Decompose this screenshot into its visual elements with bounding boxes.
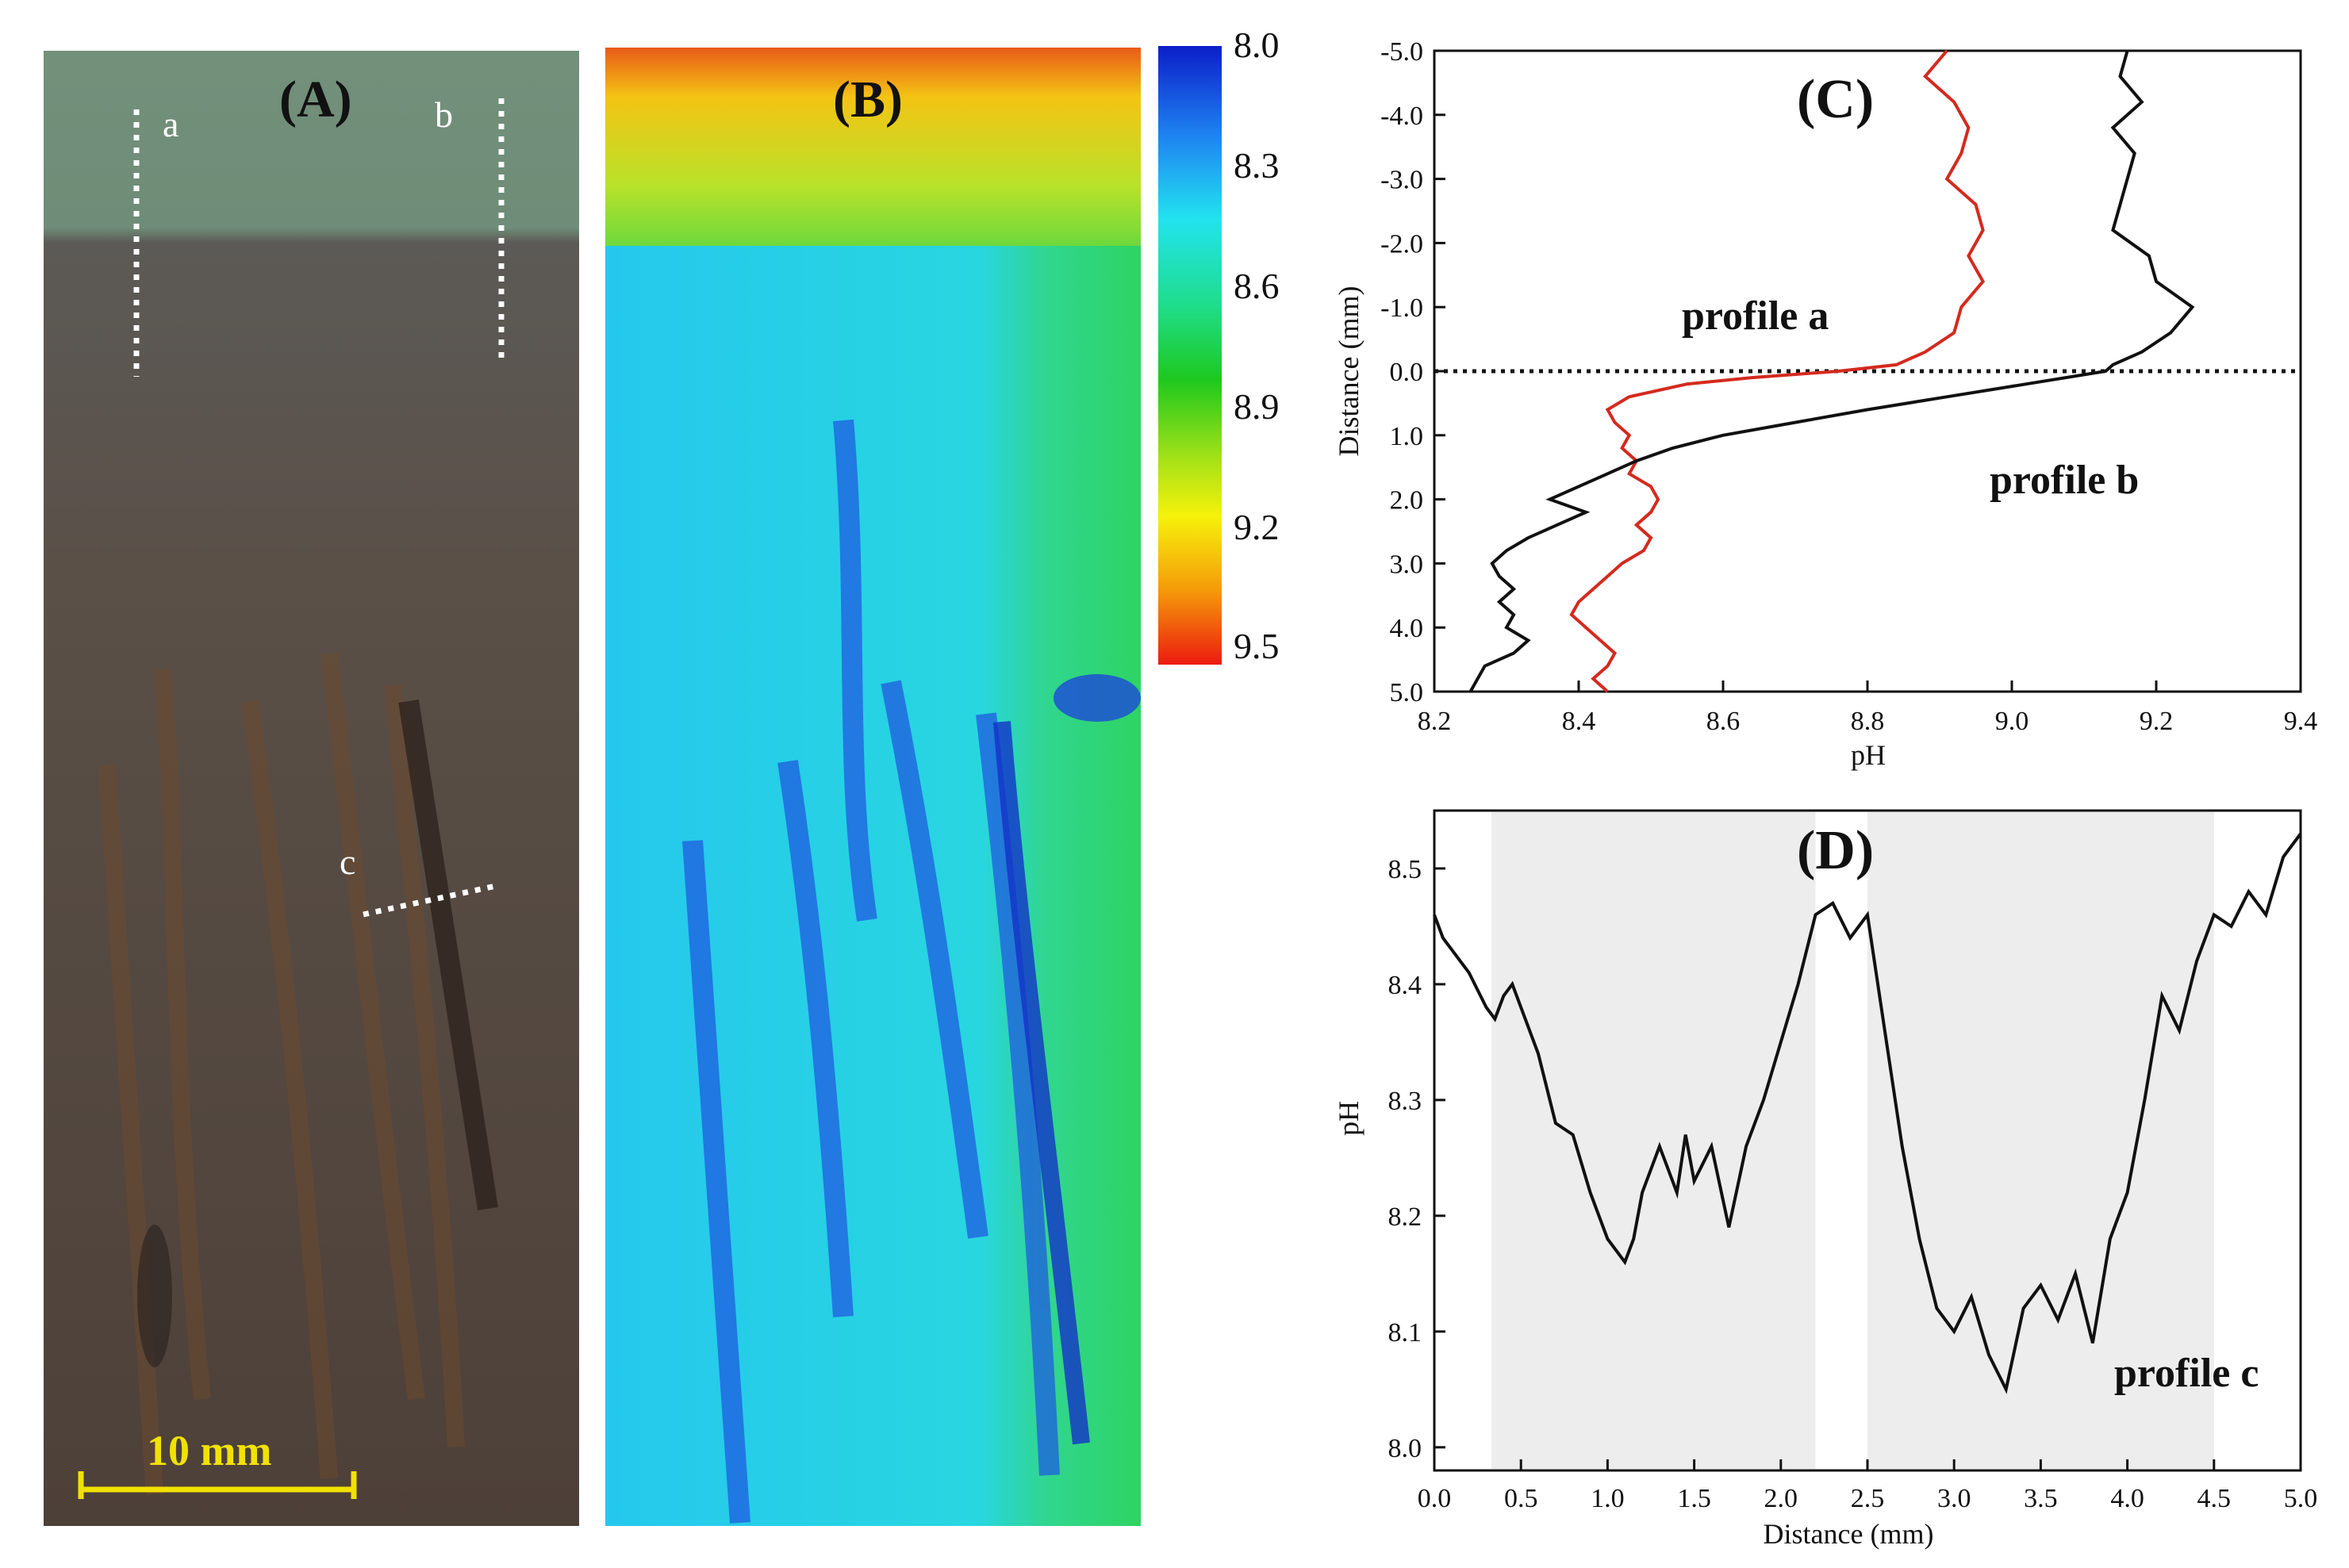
chart-c-xtick-label: 8.6 (1706, 707, 1741, 736)
label-profile-a: profile a (1682, 293, 1829, 339)
series-profile-c (1433, 833, 2302, 1394)
chart-c-xtick-label: 9.4 (2284, 707, 2318, 736)
chart-d-xtick-label: 1.0 (1591, 1484, 1625, 1513)
marker-b: b (435, 94, 453, 135)
chart-d-ytick-label: 8.2 (1388, 1202, 1422, 1232)
chart-c-xtick-label: 9.0 (1995, 707, 2029, 736)
chart-c-ylabel: Distance (mm) (1333, 286, 1364, 457)
label-profile-b: profile b (1990, 458, 2139, 503)
panel-a-image (44, 51, 579, 1526)
label-profile-c: profile c (2114, 1351, 2259, 1396)
colorbar-tick: 8.9 (1234, 386, 1280, 427)
colorbar-tick: 8.6 (1234, 266, 1280, 306)
colorbar-tick: 8.3 (1234, 145, 1280, 186)
chart-d-ytick-label: 8.4 (1388, 971, 1422, 1000)
chart-d-xtick-label: 3.0 (1937, 1484, 1971, 1513)
panel-b-image (605, 48, 1141, 1526)
chart-c-ytick-label: -1.0 (1380, 293, 1423, 323)
chart-c-ytick-label: 2.0 (1390, 486, 1424, 516)
chart-c-ytick-label: 5.0 (1390, 678, 1424, 707)
chart-c-ytick-label: 0.0 (1390, 358, 1424, 387)
chart-d-ytick-label: 8.1 (1388, 1318, 1422, 1348)
marker-c: c (340, 842, 356, 882)
chart-c-xtick-label: 8.8 (1851, 707, 1885, 736)
chart-d-xtick-label: 2.5 (1851, 1484, 1885, 1513)
chart-d-panel-label: (D) (1797, 820, 1874, 881)
ph-colorbar (1158, 46, 1222, 665)
panel-a-photo (44, 51, 579, 1526)
chart-c-ytick-label: -2.0 (1380, 229, 1423, 259)
colorbar-tick: 9.2 (1234, 507, 1280, 547)
chart-d-xtick-label: 3.5 (2024, 1484, 2058, 1513)
series-profile-b (1468, 50, 2195, 692)
chart-d-ytick-label: 8.0 (1388, 1434, 1422, 1463)
chart-d-xtick-label: 4.0 (2110, 1484, 2144, 1513)
series-profile-a (1569, 49, 1986, 693)
chart-d-shaded-region (1867, 812, 2214, 1469)
chart-c-panel-label: (C) (1797, 69, 1874, 130)
chart-c-xtick-label: 8.2 (1418, 707, 1452, 736)
chart-d-xlabel: Distance (mm) (1764, 1518, 1934, 1550)
chart-c-ytick-label: 1.0 (1390, 422, 1424, 451)
marker-a: a (163, 104, 179, 144)
chart-c-ytick-label: -5.0 (1380, 37, 1423, 67)
chart-c-ytick-label: -4.0 (1380, 102, 1423, 131)
colorbar-tick: 8.0 (1234, 25, 1280, 65)
chart-c-xlabel: pH (1851, 739, 1886, 771)
panel-b-label: (B) (833, 71, 903, 128)
colorbar-tick: 9.5 (1234, 626, 1280, 666)
chart-d-ytick-label: 8.3 (1388, 1087, 1422, 1116)
chart-c-ytick-label: -3.0 (1380, 166, 1423, 195)
chart-d-xtick-label: 0.5 (1504, 1484, 1538, 1513)
panel-b-ph-image (605, 48, 1141, 1526)
chart-d-shaded-region (1491, 812, 1816, 1469)
chart-d-xtick-label: 1.5 (1677, 1484, 1711, 1513)
panel-a-label: (A) (279, 71, 352, 128)
chart-d-xtick-label: 4.5 (2197, 1484, 2232, 1513)
chart-d-xtick-label: 5.0 (2284, 1484, 2318, 1513)
panel-a-overlay (78, 98, 505, 1499)
chart-d-ytick-label: 8.5 (1388, 855, 1422, 884)
chart-c-ytick-label: 4.0 (1390, 614, 1424, 643)
chart-d-xtick-label: 0.0 (1418, 1484, 1452, 1513)
chart-c-xtick-label: 8.4 (1562, 707, 1596, 736)
scale-bar-label: 10 mm (147, 1427, 272, 1474)
profile-c-line (363, 883, 497, 918)
chart-d-ylabel: pH (1333, 1101, 1364, 1136)
chart-c-xtick-label: 9.2 (2140, 707, 2174, 736)
chart-c-ytick-label: 3.0 (1390, 550, 1424, 579)
chart-d-xtick-label: 2.0 (1764, 1484, 1798, 1513)
